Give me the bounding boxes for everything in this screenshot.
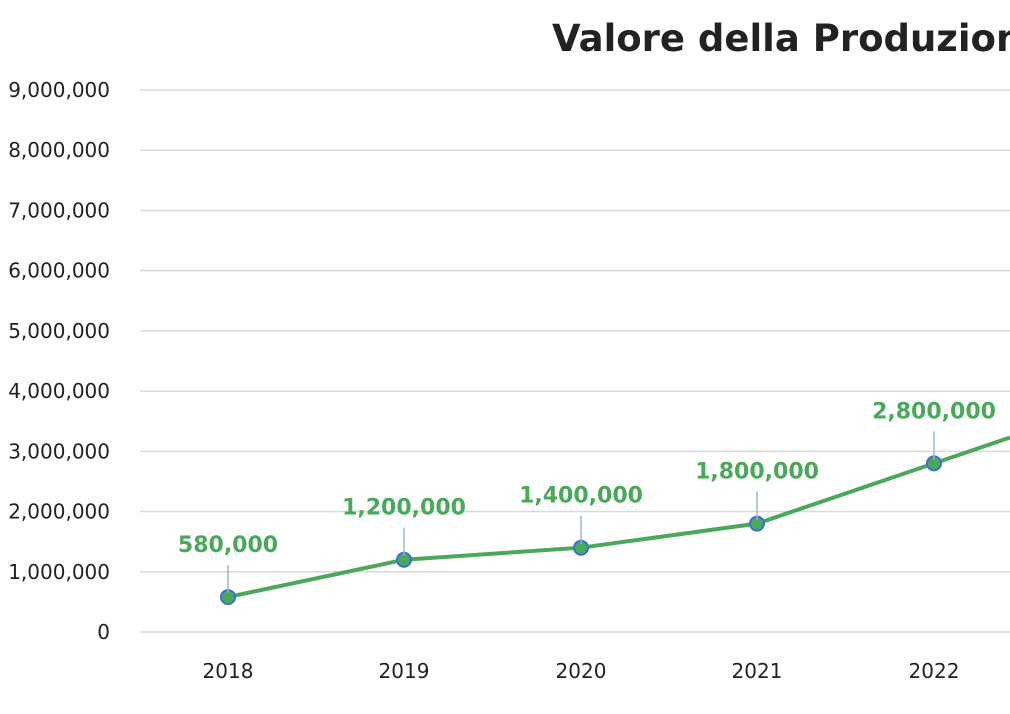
x-axis-ticks: 2018 2019 2020 2021 2022 — [203, 659, 960, 683]
data-label: 1,800,000 — [695, 460, 819, 485]
grid-lines — [140, 89, 1010, 633]
y-tick-label: 8,000,000 — [8, 138, 110, 162]
y-axis-ticks: 0 1,000,000 2,000,000 3,000,000 4,000,000 5,0… — [8, 78, 110, 644]
y-tick-label: 1,000,000 — [8, 560, 110, 584]
y-tick-label: 6,000,000 — [8, 259, 110, 283]
data-label: 580,000 — [178, 533, 278, 558]
series-line — [227, 435, 1010, 600]
x-tick-label: 2019 — [379, 659, 430, 683]
data-labels: 580,000 1,200,000 1,400,000 1,800,000 2,800,… — [178, 399, 996, 594]
y-tick-label: 2,000,000 — [8, 500, 110, 524]
chart-title: Valore della Produzione — [552, 17, 1010, 60]
series — [220, 435, 1010, 606]
data-label: 1,200,000 — [342, 496, 466, 521]
y-tick-label: 5,000,000 — [8, 319, 110, 343]
data-label: 1,400,000 — [519, 484, 643, 509]
data-label: 2,800,000 — [872, 399, 996, 424]
y-tick-label: 9,000,000 — [8, 78, 110, 102]
y-tick-label: 4,000,000 — [8, 379, 110, 403]
x-tick-label: 2021 — [732, 659, 783, 683]
x-tick-label: 2018 — [203, 659, 254, 683]
y-tick-label: 0 — [97, 620, 110, 644]
y-tick-label: 3,000,000 — [8, 439, 110, 463]
x-tick-label: 2020 — [556, 659, 607, 683]
y-tick-label: 7,000,000 — [8, 198, 110, 222]
x-tick-label: 2022 — [909, 659, 960, 683]
